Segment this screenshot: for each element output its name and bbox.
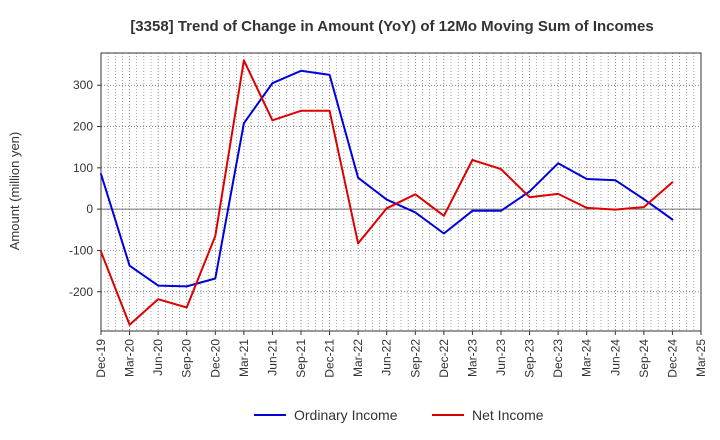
x-tick-label: Mar-22 <box>351 339 365 377</box>
legend-label: Net Income <box>472 407 544 423</box>
x-tick-label: Jun-24 <box>608 339 622 376</box>
x-tick-label: Jun-20 <box>151 339 165 376</box>
x-tick-label: Jun-21 <box>265 339 279 376</box>
x-tick-label: Dec-24 <box>665 339 679 378</box>
x-tick-label: Sep-22 <box>408 339 422 378</box>
plot-frame <box>100 52 702 332</box>
y-axis-label: Amount (million yen) <box>7 132 22 251</box>
x-tick-label: Mar-24 <box>580 339 594 377</box>
legend-label: Ordinary Income <box>294 407 398 423</box>
y-tick-label: -200 <box>69 285 93 299</box>
x-tick-label: Jun-22 <box>380 339 394 376</box>
x-tick-label: Mar-25 <box>694 339 708 377</box>
x-tick-label: Sep-20 <box>180 339 194 378</box>
series-line-net-income <box>100 59 674 326</box>
y-tick-label: 0 <box>86 202 93 216</box>
x-tick-label: Mar-21 <box>237 339 251 377</box>
x-tick-label: Jun-23 <box>494 339 508 376</box>
x-tick-label: Sep-24 <box>637 339 651 378</box>
y-tick-label: -100 <box>69 243 93 257</box>
axes: -200 -100 0 100 200 300 Dec-19 Mar-20 Jun-20 Sep-… <box>69 52 708 378</box>
grid <box>101 53 701 331</box>
x-tick-label: Mar-23 <box>465 339 479 377</box>
chart-title: [3358] Trend of Change in Amount (YoY) o… <box>130 18 653 35</box>
x-tick-label: Dec-23 <box>551 339 565 378</box>
y-tick-label: 300 <box>73 78 93 92</box>
y-tick-label: 100 <box>73 161 93 175</box>
series-group <box>100 59 674 326</box>
x-tick-label: Sep-21 <box>294 339 308 378</box>
x-tick-label: Dec-22 <box>437 339 451 378</box>
x-tick-label: Dec-19 <box>94 339 108 378</box>
x-tick-label: Mar-20 <box>123 339 137 377</box>
x-tick-label: Dec-21 <box>323 339 337 378</box>
legend: Ordinary Income Net Income <box>254 407 544 423</box>
x-tick-label: Dec-20 <box>208 339 222 378</box>
y-tick-label: 200 <box>73 120 93 134</box>
x-tick-label: Sep-23 <box>523 339 537 378</box>
